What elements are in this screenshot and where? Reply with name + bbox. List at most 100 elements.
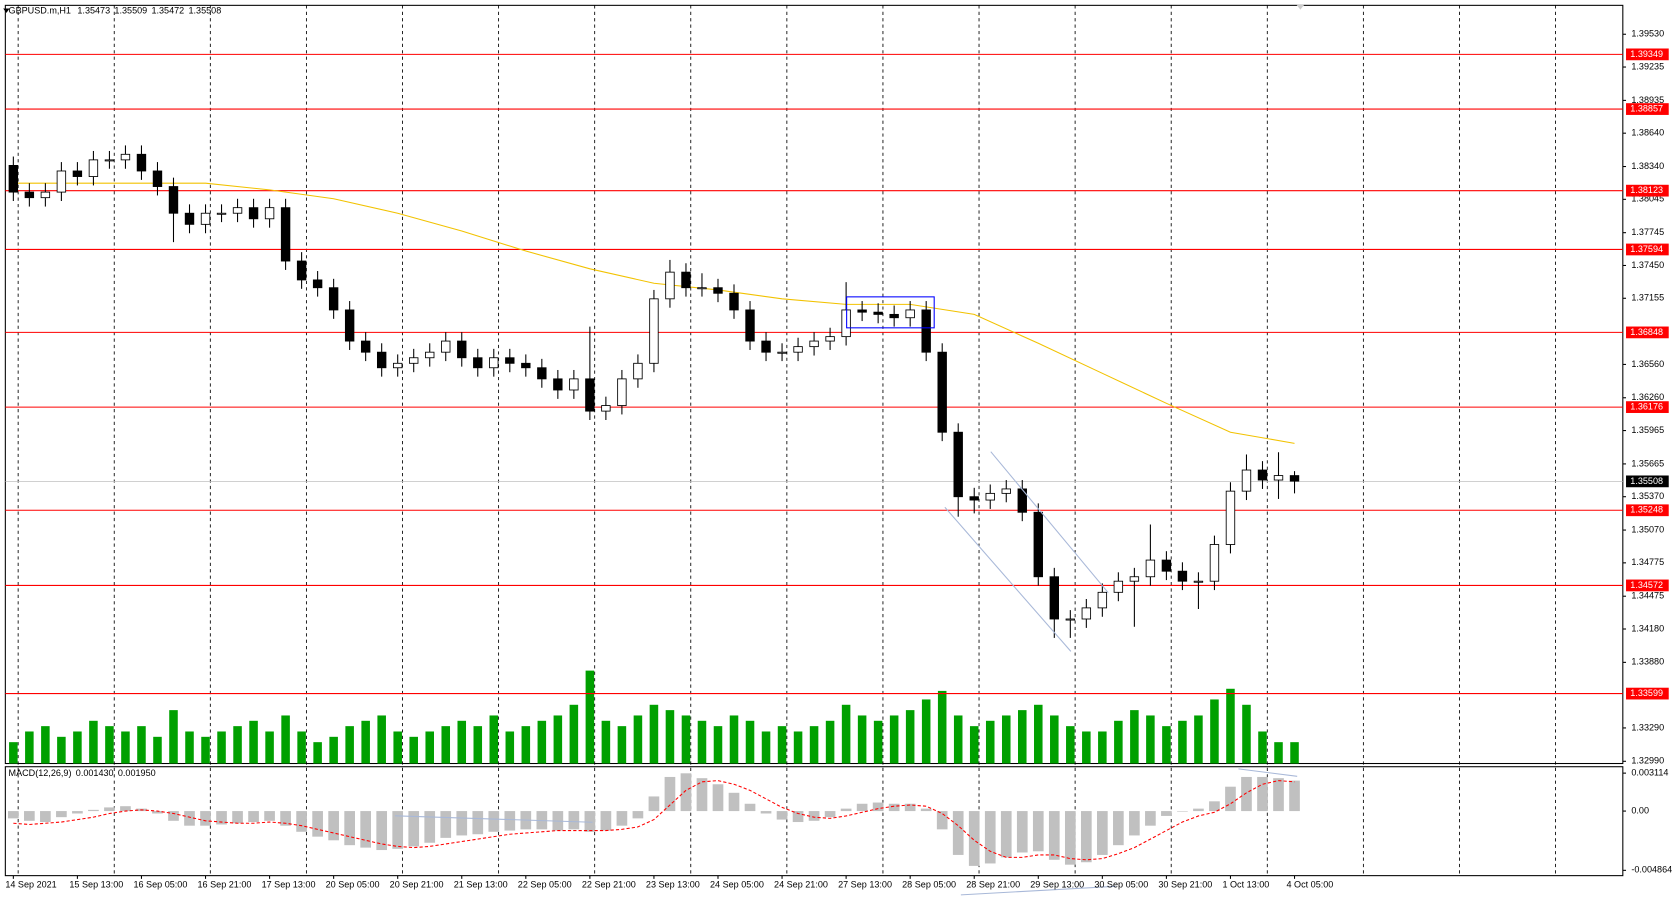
macd-bar [1064,811,1076,865]
volume-bar [409,736,418,764]
y-tick-label: 1.33880 [1631,657,1664,667]
volume-bar [841,704,851,764]
macd-bar [968,811,980,866]
candle-body [1225,490,1236,545]
moving-average [13,182,1295,444]
volume-bar [297,731,306,764]
x-tick-label: 23 Sep 13:00 [646,880,700,890]
volume-bar [905,710,915,764]
level-label-box [1626,184,1669,197]
divergence-line [960,885,1116,896]
level-label-box [1626,687,1669,700]
volume-bar [953,715,963,764]
level-label: 1.36176 [1626,401,1669,413]
volume-bar [1130,710,1139,764]
volume-bar [41,726,50,764]
macd-bar [808,811,820,821]
candle-body [328,287,339,311]
macd-panel [4,766,1624,877]
candle-body [104,159,115,162]
x-tick-label: 29 Sep 13:00 [1030,880,1084,890]
macd-bar [840,808,852,812]
x-tick-label: 24 Sep 21:00 [774,880,828,890]
x-tick-label: 28 Sep 05:00 [902,880,956,890]
volume-bar [9,742,18,764]
macd-bar [72,811,83,814]
level-label-box [1626,579,1669,592]
volume-bar [585,670,595,764]
macd-bar [1113,811,1124,846]
channel-line [944,506,1072,652]
candle-body [1241,469,1252,492]
close-value: 1.35508 [188,6,221,16]
macd-bar [1048,811,1060,860]
candle-body [1209,544,1220,582]
candle-body [216,212,227,215]
macd-bar [1097,811,1108,855]
y-tick-label: 1.39235 [1631,61,1664,71]
candle-body [1081,607,1092,620]
volume-bar [1274,742,1283,764]
macd-bar [712,784,724,812]
menu-arrow[interactable] [3,8,10,13]
volume-bar [1114,720,1123,764]
macd-bar [184,811,195,826]
header: GBPUSD.m,H1 1.35473 1.35509 1.35472 1.35508 [9,6,222,16]
macd-bar [1225,786,1236,812]
candle-body [473,357,483,369]
candle-body [168,186,179,214]
macd-bar [1161,811,1172,816]
y-tick-label: 1.39530 [1631,29,1664,39]
macd-bar [344,811,355,846]
macd-bar [296,811,307,832]
volume-bar [489,715,499,764]
low-value: 1.35472 [151,6,184,16]
candle-body [72,170,83,177]
macd-bar [776,811,788,820]
y-tick-label: 1.38045 [1631,194,1664,204]
candle-body [601,405,611,412]
volume-bar [969,726,979,764]
x-tick-label: 27 Sep 13:00 [838,880,892,890]
macd-bar [856,803,868,812]
volume-bar [537,720,547,764]
macd-bar [568,811,580,830]
candle-body [537,367,547,380]
macd-bar [472,811,484,835]
candle-body [777,351,787,354]
candle-body [553,378,563,391]
level-label-text: 1.34572 [1630,580,1663,590]
level-label-box [1626,504,1669,517]
volume-bar [553,715,563,764]
candle-body [1273,475,1284,481]
macd-bar [8,811,19,819]
macd-bar [488,811,500,832]
macd-bar [392,811,404,849]
volume-bar [361,720,370,764]
macd-bar [664,776,676,812]
candle-body [200,212,211,225]
candle-body [825,336,835,342]
candle-body [985,492,995,501]
macd-bar [1129,811,1140,836]
x-tick-label: 28 Sep 21:00 [966,880,1020,890]
open-value: 1.35473 [77,6,110,16]
candle-body [953,431,963,498]
x-tick-label: 1 Oct 13:00 [1222,880,1269,890]
macd-bar [200,811,211,826]
volume-bar [665,710,675,764]
shift-marker [1296,4,1305,10]
y-tick-label: 1.32990 [1631,756,1664,766]
volume-bar [729,715,739,764]
candle-body [425,351,435,359]
candle-body [441,340,451,353]
candle-body [312,279,323,289]
macd-bar [1145,811,1156,826]
volume-bar [1050,715,1059,764]
macd-header: MACD(12,26,9) 0.001430 0.001950 [9,769,156,779]
macd-bar [1032,811,1044,852]
volume-bar [1017,710,1027,764]
x-tick-label: 14 Sep 2021 [5,880,56,890]
level-label: 1.39349 [1626,48,1669,61]
x-tick-label: 16 Sep 05:00 [133,880,187,890]
